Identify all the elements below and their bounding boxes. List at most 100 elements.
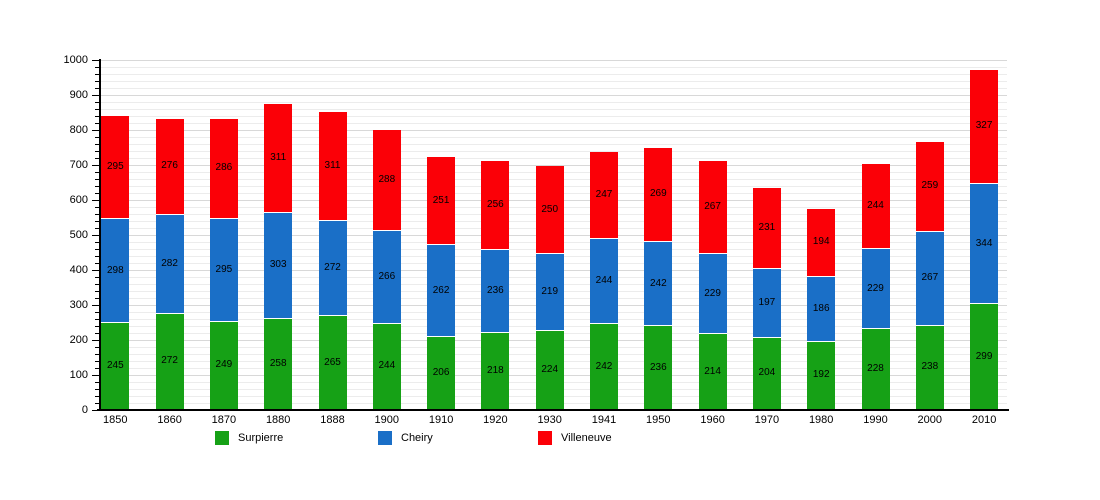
bar-segment-cheiry: 267 [915,232,944,326]
y-tick [95,109,100,110]
bar-segment-surpierre: 238 [915,325,944,409]
bar-segment-villeneuve: 194 [807,208,836,277]
y-tick-label: 200 [69,334,88,346]
y-tick [95,263,100,264]
gridline [100,130,1007,131]
x-tick-label-1920: 1920 [483,414,508,426]
y-tick [92,200,100,201]
bar-value-label: 299 [975,350,993,362]
x-tick-label-1900: 1900 [374,414,400,426]
bar-segment-villeneuve: 251 [427,157,456,246]
bar-segment-villeneuve: 311 [318,112,347,222]
bar-stack-1980: 192 186 194 [807,208,836,409]
gridline [100,123,1007,124]
bar-value-label: 231 [758,221,776,233]
bar-segment-villeneuve: 231 [752,187,781,269]
bar-segment-villeneuve: 267 [698,160,727,254]
gridline [100,95,1007,96]
bar-stack-2000: 238 267 259 [915,141,944,409]
y-tick [95,284,100,285]
bar-segment-surpierre: 214 [698,334,727,409]
bar-value-label: 228 [867,363,884,375]
bar-value-label: 224 [541,363,559,375]
x-tick-label-1880: 1880 [265,414,291,426]
bar-value-label: 267 [921,272,939,284]
bar-value-label: 236 [487,284,504,296]
bar-segment-cheiry: 262 [427,245,456,337]
bar-value-label: 276 [161,160,178,172]
x-tick-label-1850: 1850 [103,414,128,426]
y-tick [95,123,100,124]
bar-stack-1870: 249 295 286 [209,118,238,409]
y-tick [95,186,100,187]
y-tick [95,312,100,313]
x-tick-label-1860: 1860 [157,414,182,426]
bar-segment-surpierre: 245 [101,323,130,409]
y-tick-label: 500 [69,229,88,241]
bar-value-label: 311 [324,160,341,172]
legend-label: Cheiry [401,432,433,444]
y-tick [95,298,100,299]
y-tick-label: 800 [69,124,88,136]
y-tick [95,116,100,117]
legend-item-cheiry: Cheiry [378,430,433,446]
y-tick [95,172,100,173]
gridline [100,102,1007,103]
x-tick-label-1941: 1941 [591,414,617,426]
y-tick [95,137,100,138]
x-tick-label-2000: 2000 [917,414,943,426]
gridline [100,60,1007,61]
bar-value-label: 272 [324,262,341,274]
gridline [100,67,1007,68]
y-tick [95,81,100,82]
bar-value-label: 218 [487,364,504,376]
bar-segment-surpierre: 265 [318,316,347,409]
legend-item-surpierre: Surpierre [215,430,283,446]
bar-stack-1880: 258 303 311 [264,103,293,409]
y-tick [95,179,100,180]
bar-segment-surpierre: 244 [372,323,401,409]
legend-swatch-cheiry [378,431,392,445]
x-tick-label-1950: 1950 [646,414,671,426]
y-tick [95,158,100,159]
gridline [100,116,1007,117]
bar-segment-cheiry: 236 [481,250,510,333]
y-tick [95,102,100,103]
bar-value-label: 219 [541,285,559,297]
y-tick-label: 600 [69,194,88,206]
y-tick-label: 400 [69,264,88,276]
bar-segment-villeneuve: 269 [644,147,673,242]
bar-value-label: 282 [161,257,178,269]
y-tick [95,361,100,362]
legend-label: Villeneuve [561,432,612,444]
bar-stack-1950: 236 242 269 [644,147,673,409]
bar-segment-surpierre: 236 [644,326,673,409]
y-tick [95,193,100,194]
bar-segment-surpierre: 218 [481,332,510,409]
bar-segment-surpierre: 224 [535,330,564,409]
bar-segment-villeneuve: 250 [535,166,564,254]
y-tick [92,340,100,341]
y-tick [95,67,100,68]
bar-stack-1900: 244 266 288 [372,129,401,409]
bar-value-label: 242 [649,277,667,289]
bar-segment-cheiry: 229 [861,249,890,330]
y-axis-line [99,59,101,411]
bar-segment-cheiry: 344 [970,183,999,305]
y-tick [95,319,100,320]
bar-segment-cheiry: 298 [101,218,130,324]
y-tick [92,95,100,96]
y-tick-label: 700 [69,159,88,171]
y-tick [92,305,100,306]
bar-value-label: 197 [758,296,776,308]
bar-segment-villeneuve: 327 [970,69,999,184]
bar-value-label: 256 [487,198,504,210]
bar-value-label: 206 [432,366,450,378]
y-tick [95,228,100,229]
y-tick-label: 100 [69,369,88,381]
bar-segment-surpierre: 242 [590,324,618,409]
bar-value-label: 245 [106,360,124,372]
bar-value-label: 244 [378,360,396,372]
bar-value-label: 258 [269,357,287,369]
bar-value-label: 204 [758,367,776,379]
